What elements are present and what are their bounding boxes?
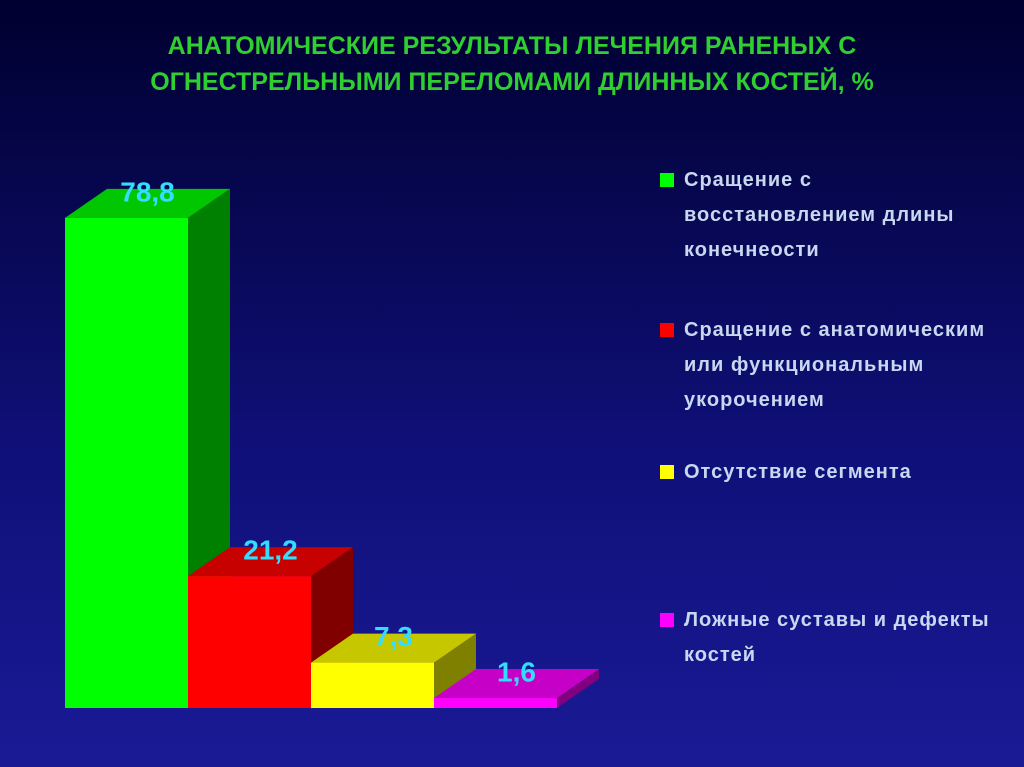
legend-entry: Сращение с анатомическим или функциональ… [660, 313, 1000, 418]
bar-side [557, 669, 599, 708]
legend-swatch [660, 613, 674, 627]
legend-swatch [660, 173, 674, 187]
legend-label: Сращение с анатомическим или функциональ… [684, 319, 986, 411]
legend-label: Отсутствие сегмента [684, 461, 912, 483]
bar-top [434, 669, 599, 699]
legend-label: Сращение с восстановлением длины конечне… [684, 169, 955, 261]
value-label: 21,2 [243, 535, 298, 566]
legend-swatch [660, 465, 674, 479]
bar-side [434, 633, 476, 708]
bar [188, 576, 311, 708]
legend-entry: Сращение с восстановлением длины конечне… [660, 163, 1000, 268]
legend-entry: Ложные суставы и дефекты костей [660, 603, 1000, 673]
legend-entry: Отсутствие сегмента [660, 455, 1000, 490]
value-label: 1,6 [497, 657, 536, 688]
legend-label: Ложные суставы и дефекты костей [684, 609, 990, 666]
legend-swatch [660, 323, 674, 337]
bar [434, 698, 557, 708]
bar [65, 217, 188, 708]
chart-title: АНАТОМИЧЕСКИЕ РЕЗУЛЬТАТЫ ЛЕЧЕНИЯ РАНЕНЫХ… [150, 32, 874, 96]
bar [311, 662, 434, 708]
value-label: 78,8 [120, 176, 175, 207]
value-label: 7,3 [374, 621, 413, 652]
bar-top [311, 633, 476, 663]
bar-top [188, 547, 353, 577]
bar-top [65, 188, 230, 218]
